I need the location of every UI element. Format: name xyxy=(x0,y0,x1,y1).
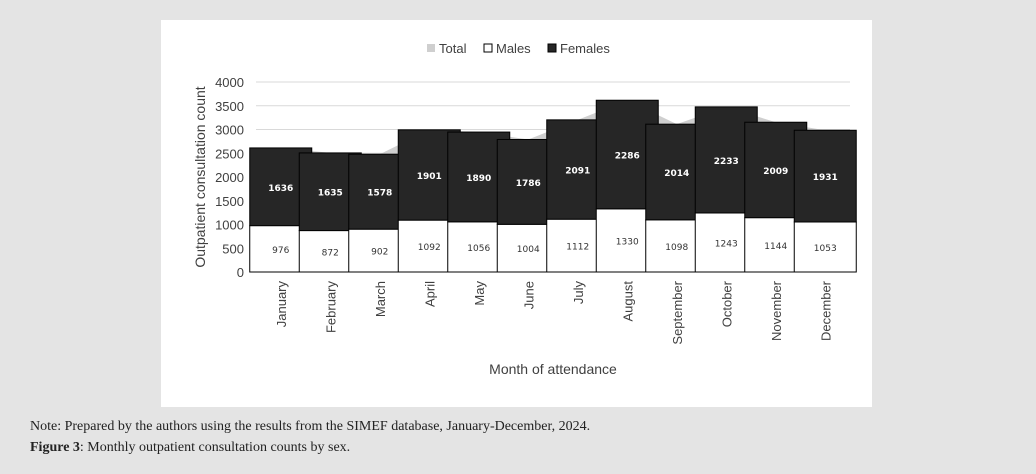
legend-swatch xyxy=(483,43,493,53)
legend-label: Males xyxy=(496,41,531,56)
x-tick-label: September xyxy=(670,280,685,344)
legend-label: Females xyxy=(560,41,610,56)
legend-label: Total xyxy=(439,41,467,56)
x-tick-label: June xyxy=(521,281,536,309)
figure-caption: Figure 3: Monthly outpatient consultatio… xyxy=(30,440,350,456)
data-label-females: 1635 xyxy=(318,189,343,199)
data-label-males: 1144 xyxy=(764,242,787,252)
data-label-males: 1098 xyxy=(665,243,688,253)
x-tick-label: July xyxy=(571,281,586,305)
x-tick-label: February xyxy=(323,281,338,334)
x-tick-label: May xyxy=(472,281,487,306)
y-axis-title: Outpatient consultation count xyxy=(192,86,208,267)
data-label-males: 872 xyxy=(322,248,339,258)
data-label-females: 2286 xyxy=(615,152,640,162)
y-tick-label: 3000 xyxy=(215,123,244,138)
figure-note: Note: Prepared by the authors using the … xyxy=(30,419,591,434)
data-label-females: 2014 xyxy=(664,169,689,179)
bar-females xyxy=(793,129,857,223)
x-tick-label: March xyxy=(373,281,388,317)
data-label-males: 1056 xyxy=(467,244,490,254)
legend-swatch xyxy=(427,44,435,52)
y-tick-label: 1000 xyxy=(215,218,244,233)
figure-label: Figure 3 xyxy=(30,440,80,455)
y-tick-label: 0 xyxy=(237,265,244,280)
data-label-males: 976 xyxy=(272,246,289,256)
x-tick-label: November xyxy=(769,280,784,341)
data-label-females: 1890 xyxy=(466,174,491,184)
chart-area: 0 500 1000 1500 2000 2500 3000 3500 4000 976 1636 J… xyxy=(161,20,872,407)
data-label-males: 1243 xyxy=(715,239,738,249)
data-label-females: 2009 xyxy=(763,167,788,177)
x-tick-label: December xyxy=(818,280,833,341)
legend-swatch xyxy=(547,43,557,53)
figure-caption-text: : Monthly outpatient consultation counts… xyxy=(79,440,351,455)
data-label-males: 1092 xyxy=(418,243,441,253)
y-tick-label: 2500 xyxy=(215,146,244,161)
data-label-males: 1004 xyxy=(517,245,540,255)
data-label-males: 902 xyxy=(371,248,388,258)
x-axis-title: Month of attendance xyxy=(489,361,617,377)
data-label-males: 1053 xyxy=(814,244,837,254)
data-label-females: 1578 xyxy=(367,189,392,199)
y-tick-label: 500 xyxy=(222,241,244,256)
x-tick-label: April xyxy=(422,281,437,307)
chart-svg: 0 500 1000 1500 2000 2500 3000 3500 4000 976 1636 J… xyxy=(192,41,857,377)
x-tick-label: October xyxy=(719,280,734,327)
y-tick-label: 4000 xyxy=(215,75,244,90)
data-label-females: 2091 xyxy=(565,167,590,177)
x-tick-label: January xyxy=(274,281,289,328)
data-label-females: 1931 xyxy=(813,173,838,183)
data-label-females: 1901 xyxy=(417,172,442,182)
y-tick-label: 1500 xyxy=(215,194,244,209)
y-tick-label: 3500 xyxy=(215,99,244,114)
x-tick-label: August xyxy=(620,281,635,322)
data-label-males: 1330 xyxy=(616,237,639,247)
data-label-males: 1112 xyxy=(566,243,589,253)
data-label-females: 2233 xyxy=(714,157,739,167)
data-label-females: 1786 xyxy=(516,179,541,189)
data-label-females: 1636 xyxy=(268,184,293,194)
y-tick-label: 2000 xyxy=(215,170,244,185)
